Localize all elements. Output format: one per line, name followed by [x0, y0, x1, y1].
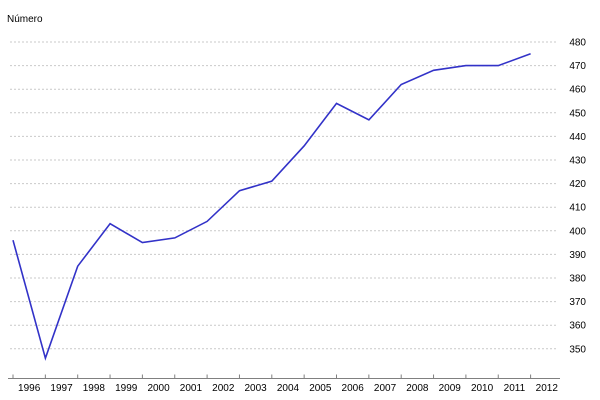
data-series-line [12, 53, 531, 361]
x-axis-tick-label: 2008 [406, 383, 429, 394]
x-axis-tick-label: 2003 [245, 383, 268, 394]
y-axis-tick-label: 370 [569, 297, 586, 308]
y-axis-tick-label: 400 [569, 226, 586, 237]
x-axis-tick-label: 1998 [83, 383, 106, 394]
y-axis-tick-label: 420 [569, 179, 586, 190]
x-axis-tick-label: 2011 [504, 383, 526, 394]
x-axis-tick-label: 2006 [342, 383, 365, 394]
y-axis-tick-label: 410 [569, 203, 586, 214]
x-axis-ticks [12, 374, 532, 379]
x-axis-tick-label: 2001 [180, 383, 203, 394]
x-axis-tick-label: 1997 [50, 383, 73, 394]
x-axis-tick-label: 1996 [18, 383, 41, 394]
y-axis-tick-label: 450 [569, 108, 586, 119]
y-axis-tick-label: 360 [569, 321, 586, 332]
x-axis-tick-label: 2010 [471, 383, 494, 394]
y-axis-tick-label: 480 [569, 38, 586, 49]
y-axis-labels: 350 360 370 380 390 400 410 420 430 440 450 460 470 4… [569, 38, 586, 356]
x-axis-tick-label: 2009 [439, 383, 462, 394]
y-axis-tick-label: 460 [569, 85, 586, 96]
chart-title: Número [7, 14, 43, 25]
gridlines [10, 41, 556, 350]
y-axis-tick-label: 380 [569, 274, 586, 285]
x-axis-labels: 1996 1997 1998 1999 2000 2001 2002 2003 2004 2005… [18, 383, 558, 394]
y-axis-tick-label: 350 [569, 344, 586, 355]
x-axis-tick-label: 2012 [536, 383, 559, 394]
x-axis-tick-label: 2004 [277, 383, 300, 394]
x-axis-tick-label: 2002 [212, 383, 235, 394]
x-axis-tick-label: 2007 [374, 383, 397, 394]
y-axis-tick-label: 470 [569, 61, 586, 72]
x-axis-tick-label: 2005 [309, 383, 332, 394]
x-axis-tick-label: 2000 [147, 383, 170, 394]
y-axis-tick-label: 430 [569, 156, 586, 167]
x-axis-tick-label: 1999 [115, 383, 138, 394]
y-axis-tick-label: 390 [569, 250, 586, 261]
y-axis-tick-label: 440 [569, 132, 586, 143]
